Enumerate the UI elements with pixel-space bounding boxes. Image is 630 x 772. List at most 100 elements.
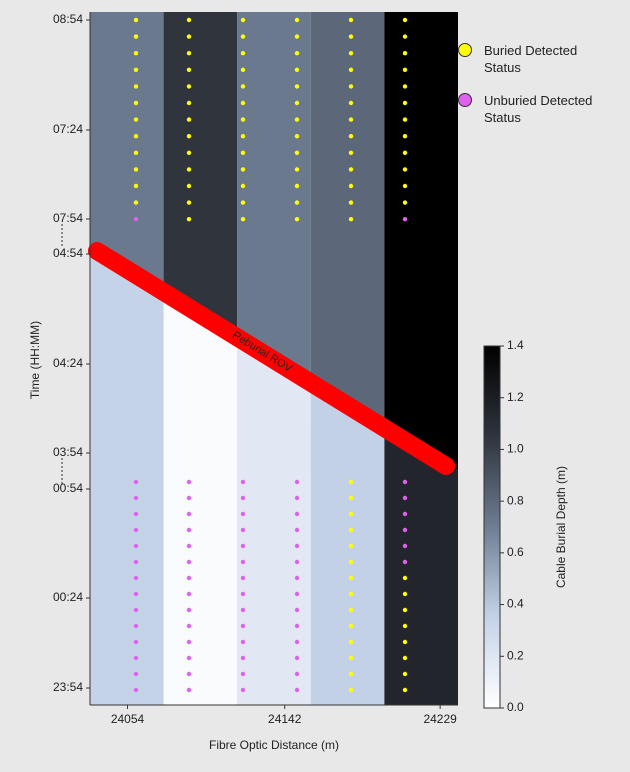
cell [384, 236, 458, 470]
cell [237, 470, 311, 705]
status-dot [240, 100, 246, 106]
status-dot [186, 17, 192, 23]
status-dot [348, 117, 354, 122]
status-dot [348, 655, 354, 661]
status-dot [348, 639, 354, 645]
status-dot [294, 17, 300, 23]
cell [310, 12, 385, 236]
status-dot [133, 639, 139, 645]
status-dot [294, 575, 300, 581]
status-dot [133, 495, 139, 501]
status-dot [186, 117, 192, 122]
status-dot [133, 527, 139, 533]
status-dot [240, 543, 246, 549]
status-dot [294, 183, 300, 189]
status-dot [133, 200, 139, 205]
status-dot [186, 607, 192, 613]
status-dot [402, 200, 408, 205]
status-dot [240, 639, 246, 645]
status-dot [240, 671, 246, 677]
cell [90, 470, 164, 705]
status-dot [186, 134, 192, 139]
y-tick-label: 03:54 [53, 445, 83, 459]
y-tick-label: 04:54 [53, 246, 83, 260]
status-dot [133, 655, 139, 661]
status-dot [186, 67, 192, 73]
status-dot [240, 34, 246, 39]
x-axis-label: Fibre Optic Distance (m) [209, 738, 339, 752]
status-dot [348, 167, 354, 172]
status-dot [133, 687, 139, 693]
cell [90, 247, 164, 470]
status-dot [240, 607, 246, 613]
status-dot [133, 150, 139, 155]
status-dot [402, 495, 408, 501]
status-dot [294, 543, 300, 549]
status-dot [133, 559, 139, 565]
status-dot [348, 200, 354, 205]
status-dot [133, 671, 139, 677]
status-dot [402, 607, 408, 613]
y-tick-label: 00:24 [53, 590, 83, 604]
y-tick-label: 07:24 [53, 122, 83, 136]
status-dot [240, 150, 246, 155]
status-dot [186, 150, 192, 155]
status-dot [402, 34, 408, 39]
status-dot [133, 34, 139, 39]
legend-marker [458, 93, 472, 107]
status-dot [348, 34, 354, 39]
status-dot [133, 543, 139, 549]
status-dot [186, 671, 192, 677]
status-dot [133, 607, 139, 613]
status-dot [348, 183, 354, 189]
status-dot [294, 527, 300, 533]
status-dot [294, 217, 300, 222]
status-dot [186, 543, 192, 549]
cell [163, 236, 238, 338]
colorbar-tick-label: 0.0 [507, 700, 524, 714]
status-dot [402, 183, 408, 189]
status-dot [240, 84, 246, 89]
status-dot [186, 687, 192, 693]
status-dot [348, 150, 354, 155]
cell [384, 12, 458, 236]
cell [163, 470, 238, 705]
status-dot [240, 623, 246, 629]
status-dot [348, 67, 354, 73]
status-dot [294, 67, 300, 73]
legend-label: Unburied Detected Status [484, 93, 593, 125]
x-tick-label: 24229 [423, 712, 457, 726]
status-dot [348, 479, 354, 485]
status-dot [186, 183, 192, 189]
colorbar-tick-label: 0.8 [507, 493, 524, 507]
colorbar-tick-label: 1.4 [507, 338, 524, 352]
status-dot [348, 51, 354, 56]
status-dot [186, 655, 192, 661]
status-dot [402, 639, 408, 645]
status-dot [348, 100, 354, 106]
status-dot [402, 687, 408, 693]
status-dot [240, 511, 246, 517]
status-dot [348, 559, 354, 565]
status-dot [348, 134, 354, 139]
status-dot [240, 495, 246, 501]
y-axis-label: Time (HH:MM) [28, 321, 42, 399]
status-dot [240, 17, 246, 23]
status-dot [348, 495, 354, 501]
status-dot [186, 34, 192, 39]
status-dot [294, 479, 300, 485]
legend-label: Buried Detected Status [484, 43, 578, 75]
status-dot [133, 591, 139, 597]
status-dot [402, 671, 408, 677]
status-dot [294, 607, 300, 613]
status-dot [402, 134, 408, 139]
status-dot [186, 217, 192, 222]
status-dot [240, 200, 246, 205]
x-tick-label: 24142 [268, 712, 302, 726]
status-dot [294, 511, 300, 517]
status-dot [133, 51, 139, 56]
status-dot [133, 67, 139, 73]
status-dot [186, 623, 192, 629]
status-dot [294, 655, 300, 661]
